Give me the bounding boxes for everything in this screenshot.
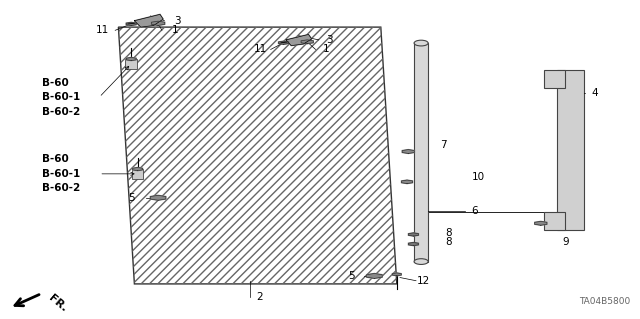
Text: B-60-2: B-60-2 bbox=[42, 183, 80, 193]
Text: B-60-1: B-60-1 bbox=[42, 169, 80, 179]
Text: 9: 9 bbox=[562, 237, 568, 248]
Text: B-60-1: B-60-1 bbox=[42, 92, 80, 102]
Polygon shape bbox=[408, 233, 419, 236]
Text: 11: 11 bbox=[254, 44, 268, 55]
Polygon shape bbox=[134, 14, 163, 27]
Polygon shape bbox=[392, 273, 401, 276]
Text: 12: 12 bbox=[417, 276, 431, 286]
Text: B-60: B-60 bbox=[42, 154, 68, 165]
Polygon shape bbox=[278, 41, 289, 44]
Polygon shape bbox=[126, 57, 136, 61]
Polygon shape bbox=[152, 21, 164, 26]
Ellipse shape bbox=[414, 259, 428, 264]
Text: TA04B5800: TA04B5800 bbox=[579, 297, 630, 306]
Bar bbox=[414, 43, 428, 262]
Polygon shape bbox=[534, 221, 547, 225]
Text: 1: 1 bbox=[323, 44, 330, 55]
Text: FR.: FR. bbox=[47, 293, 69, 314]
Polygon shape bbox=[286, 34, 312, 46]
Bar bbox=[544, 212, 565, 230]
Text: 8: 8 bbox=[445, 228, 451, 238]
Bar bbox=[557, 70, 584, 230]
Polygon shape bbox=[367, 273, 382, 278]
Text: 5: 5 bbox=[128, 193, 134, 203]
Polygon shape bbox=[402, 150, 415, 153]
Text: 7: 7 bbox=[440, 140, 447, 150]
Bar bbox=[544, 70, 565, 88]
Text: 11: 11 bbox=[96, 25, 109, 35]
Text: 6: 6 bbox=[472, 205, 478, 216]
Polygon shape bbox=[118, 27, 397, 284]
Text: B-60-2: B-60-2 bbox=[42, 107, 80, 117]
Ellipse shape bbox=[414, 40, 428, 46]
Polygon shape bbox=[132, 167, 143, 171]
Text: 4: 4 bbox=[591, 87, 598, 98]
Polygon shape bbox=[150, 195, 166, 200]
Text: 3: 3 bbox=[174, 16, 180, 26]
Polygon shape bbox=[126, 22, 136, 26]
Polygon shape bbox=[301, 40, 314, 44]
Text: B-60: B-60 bbox=[42, 78, 68, 88]
Text: 2: 2 bbox=[256, 292, 262, 302]
Bar bbox=[132, 169, 143, 179]
Text: 10: 10 bbox=[472, 172, 485, 182]
Text: 5: 5 bbox=[349, 271, 355, 281]
Polygon shape bbox=[401, 180, 413, 184]
Polygon shape bbox=[408, 242, 419, 246]
Text: 8: 8 bbox=[445, 237, 451, 248]
Text: 1: 1 bbox=[172, 25, 178, 35]
Bar bbox=[125, 59, 137, 69]
Text: 3: 3 bbox=[326, 35, 333, 45]
